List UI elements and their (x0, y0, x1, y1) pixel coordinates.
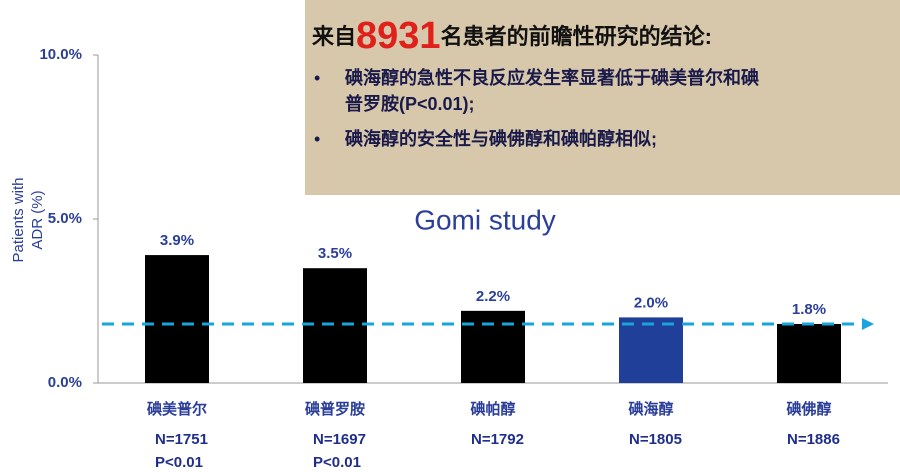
bullet-marker: • (314, 129, 320, 149)
box-suffix: 名患者的前瞻性研究的结论: (441, 24, 712, 49)
box-title: 来自8931名患者的前瞻性研究的结论: (311, 15, 712, 57)
value-label: 3.9% (160, 232, 194, 249)
y-tick-label: 5.0% (48, 210, 82, 227)
box-prefix: 来自 (311, 24, 356, 49)
x-tick-label: 碘普罗胺 (305, 400, 365, 418)
y-tick-label: 10.0% (39, 46, 82, 63)
bullet-text: 普罗胺(P<0.01); (345, 93, 475, 114)
y-axis-label: ADR (%) (29, 190, 46, 249)
bullet-text: 碘海醇的急性不良反应发生率显著低于碘美普尔和碘 (345, 67, 759, 88)
x-tick-label: 碘美普尔 (147, 400, 207, 418)
bullet-marker: • (314, 68, 320, 88)
bar (145, 255, 209, 383)
note-label: P<0.01 (313, 454, 361, 471)
bar (619, 317, 683, 383)
subtitle: Gomi study (414, 204, 556, 235)
box-number: 8931 (356, 15, 441, 57)
annotation-box (305, 0, 900, 195)
note-label: P<0.01 (155, 454, 203, 471)
value-label: 1.8% (792, 301, 826, 318)
note-label: N=1697 (313, 431, 366, 448)
x-tick-label: 碘海醇 (628, 400, 673, 418)
value-label: 2.2% (476, 288, 510, 305)
value-label: 3.5% (318, 245, 352, 262)
x-tick-label: 碘佛醇 (786, 400, 831, 418)
x-tick-label: 碘帕醇 (470, 400, 515, 418)
reference-arrow (862, 317, 874, 330)
note-label: N=1751 (155, 431, 208, 448)
note-label: N=1805 (629, 431, 682, 448)
bar (303, 268, 367, 383)
bullet-text: 碘海醇的安全性与碘佛醇和碘帕醇相似; (345, 128, 657, 149)
note-label: N=1886 (787, 431, 840, 448)
y-axis-label: Patients with (10, 177, 27, 262)
y-tick-label: 0.0% (48, 374, 82, 391)
note-label: N=1792 (471, 431, 524, 448)
bar (461, 310, 525, 383)
value-label: 2.0% (634, 294, 668, 311)
bar (777, 323, 841, 383)
